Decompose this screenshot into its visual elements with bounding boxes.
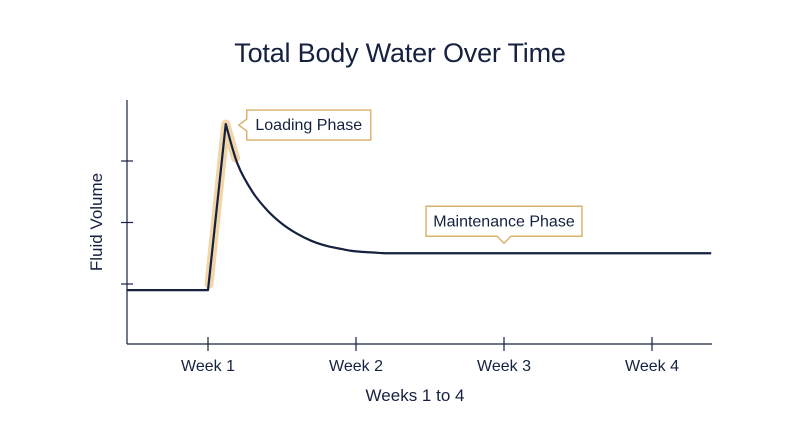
x-tick-label: Week 3 [477, 358, 531, 375]
x-tick-label: Week 4 [625, 358, 679, 375]
x-axis-title: Weeks 1 to 4 [366, 386, 465, 405]
series-group [126, 119, 712, 292]
y-ticks [121, 160, 133, 285]
callout-box [425, 205, 583, 245]
x-ticks: Week 1 Week 2 Week 3 Week 4 [181, 337, 679, 375]
series-line [126, 123, 712, 292]
callout-box [237, 109, 372, 141]
callout-label: Loading Phase [255, 117, 362, 134]
x-tick-label: Week 2 [329, 358, 383, 375]
callout-label: Maintenance Phase [433, 213, 575, 230]
x-tick-label: Week 1 [181, 358, 235, 375]
maintenance-phase-callout: Maintenance Phase [425, 205, 583, 245]
chart-title: Total Body Water Over Time [234, 38, 566, 68]
y-axis-title: Fluid Volume [87, 173, 106, 271]
annotations: Loading Phase Maintenance Phase [237, 109, 583, 245]
loading-phase-callout: Loading Phase [237, 109, 372, 141]
